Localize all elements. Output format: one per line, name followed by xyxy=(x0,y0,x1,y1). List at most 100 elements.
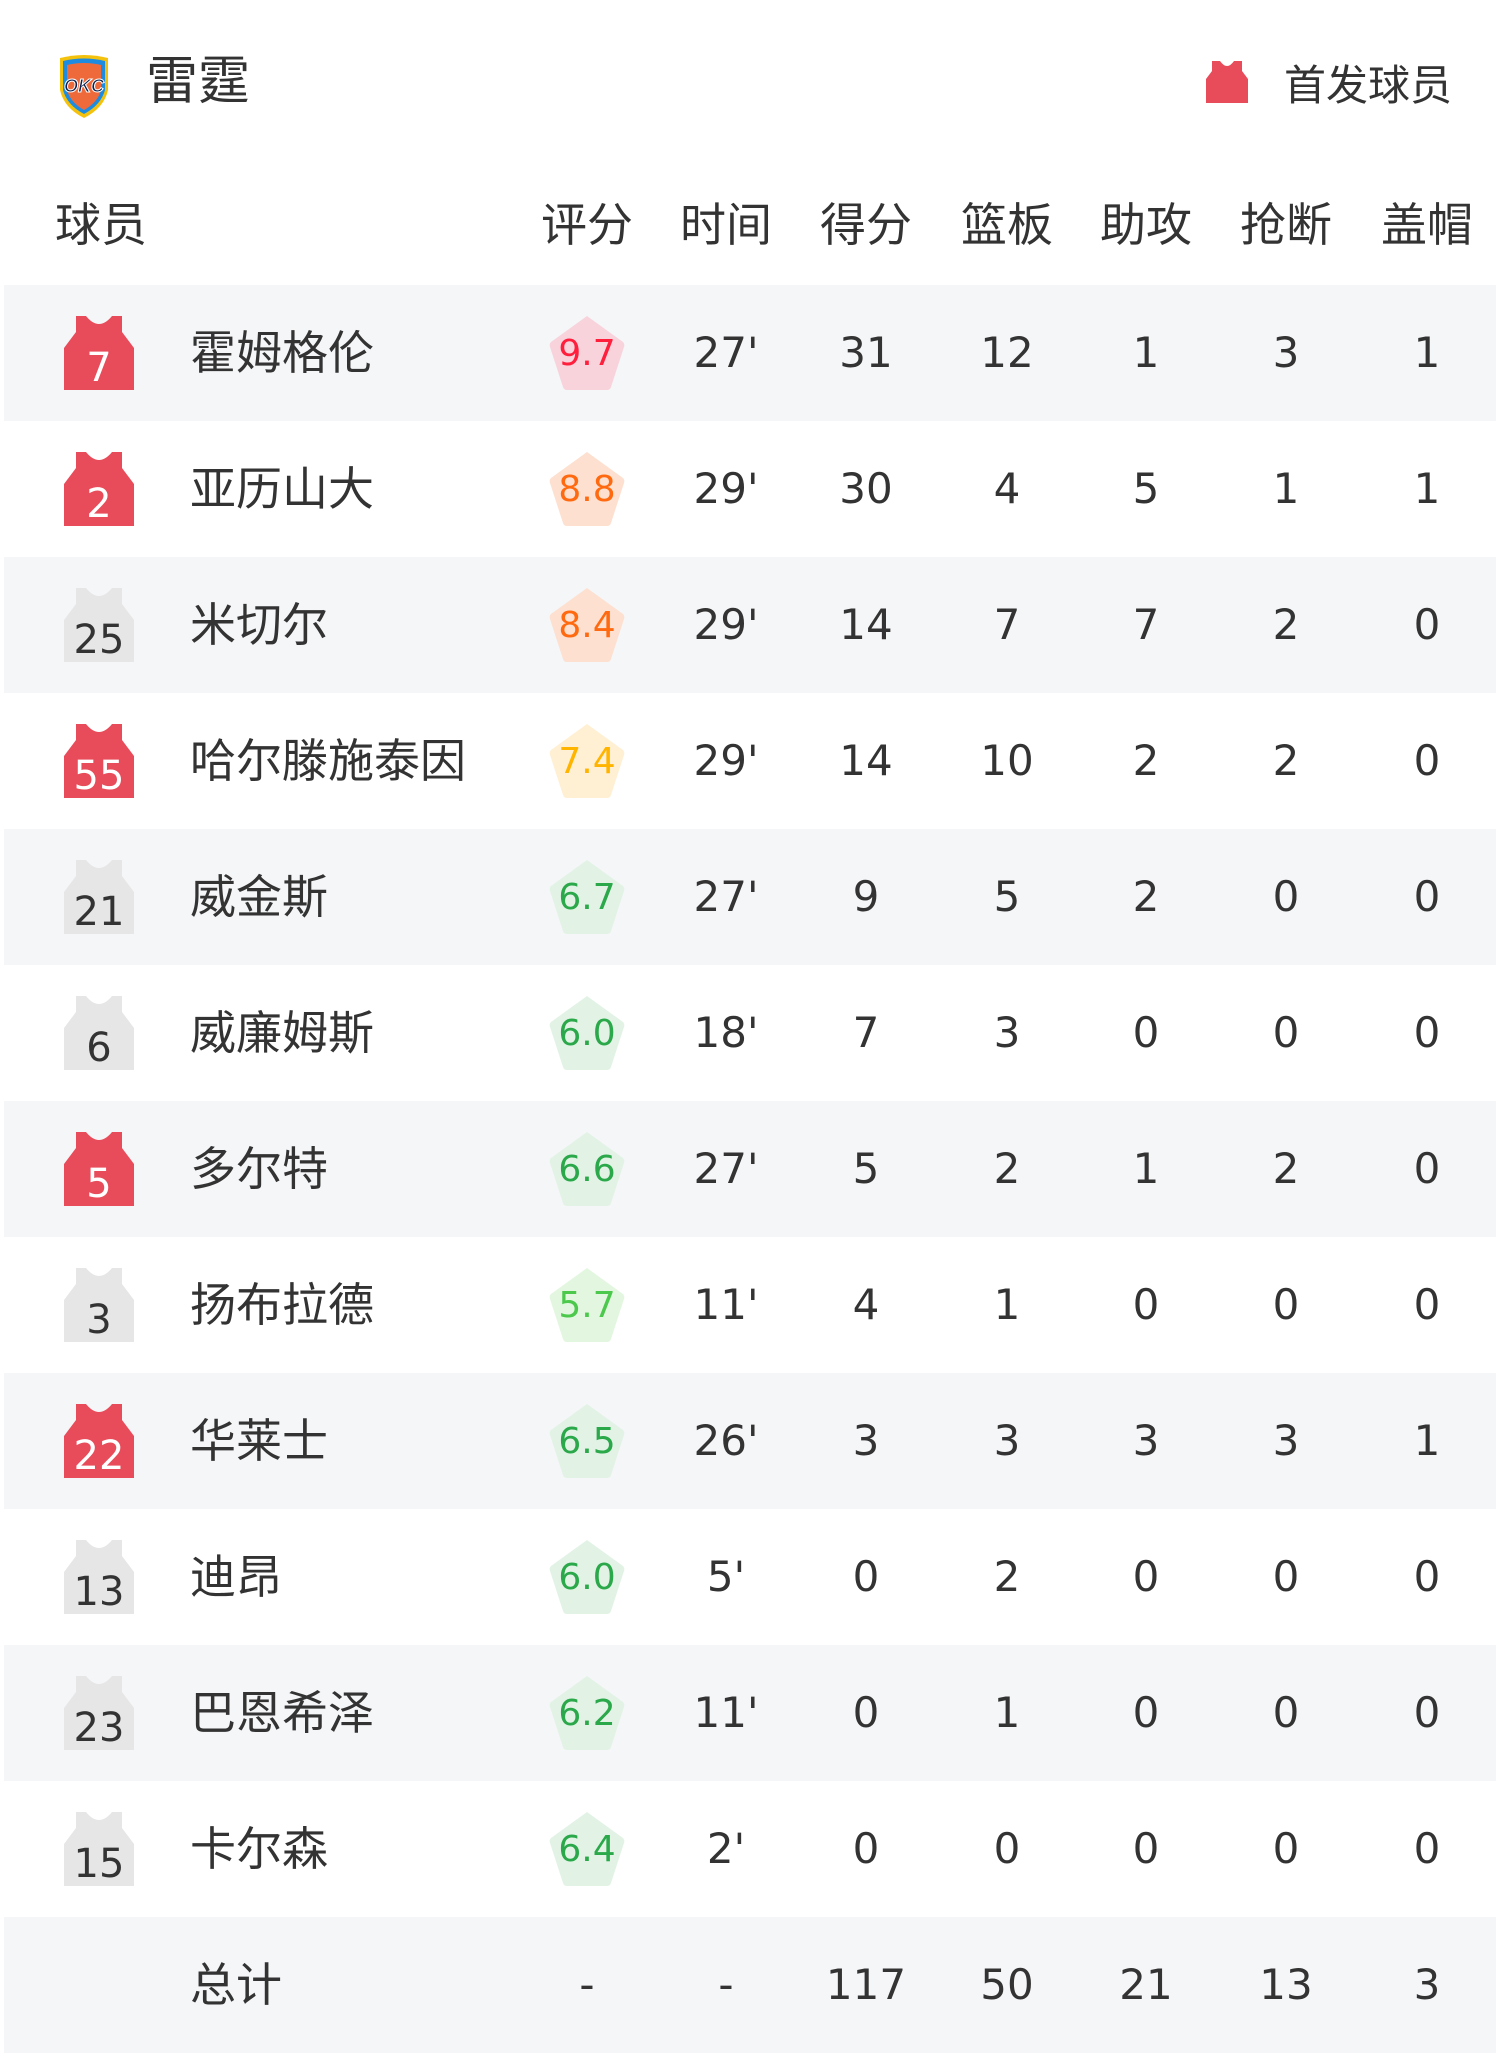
starter-jersey-icon: 22 xyxy=(62,1402,136,1480)
assists-value: 0 xyxy=(1132,1552,1160,1601)
totals-rebounds: 50 xyxy=(980,1960,1034,2009)
table-row[interactable]: 6 威廉姆斯 6.0 18' 7 3 0 0 0 xyxy=(4,965,1496,1101)
table-row[interactable]: 25 米切尔 8.4 29' 14 7 7 2 0 xyxy=(4,557,1496,693)
bench-jersey-icon: 3 xyxy=(62,1266,136,1344)
player-name[interactable]: 巴恩希泽 xyxy=(190,1686,374,1740)
player-name[interactable]: 扬布拉德 xyxy=(190,1278,374,1332)
table-row[interactable]: 2 亚历山大 8.8 29' 30 4 5 1 1 xyxy=(4,421,1496,557)
points-value: 0 xyxy=(852,1688,880,1737)
rebounds-value: 3 xyxy=(993,1416,1021,1465)
blocks-value: 0 xyxy=(1413,1552,1441,1601)
rating-badge: 6.5 xyxy=(547,1401,627,1481)
rating-badge: 7.4 xyxy=(547,721,627,801)
player-name[interactable]: 迪昂 xyxy=(190,1550,282,1604)
table-row[interactable]: 55 哈尔滕施泰因 7.4 29' 14 10 2 2 0 xyxy=(4,693,1496,829)
player-name[interactable]: 威廉姆斯 xyxy=(190,1006,374,1060)
rebounds-value: 7 xyxy=(993,600,1021,649)
rebounds-value: 1 xyxy=(993,1688,1021,1737)
player-name[interactable]: 亚历山大 xyxy=(190,462,374,516)
player-name[interactable]: 华莱士 xyxy=(190,1414,328,1468)
player-name[interactable]: 卡尔森 xyxy=(190,1822,328,1876)
rebounds-value: 5 xyxy=(993,872,1021,921)
blocks-value: 0 xyxy=(1413,1824,1441,1873)
player-name[interactable]: 哈尔滕施泰因 xyxy=(190,734,466,788)
rebounds-value: 3 xyxy=(993,1008,1021,1057)
table-row[interactable]: 13 迪昂 6.0 5' 0 2 0 0 0 xyxy=(4,1509,1496,1645)
column-header-assists[interactable]: 助攻 xyxy=(1100,198,1192,252)
blocks-value: 1 xyxy=(1413,328,1441,377)
bench-jersey-icon: 21 xyxy=(62,858,136,936)
steals-value: 0 xyxy=(1272,1552,1300,1601)
jersey-number: 2 xyxy=(86,481,112,527)
steals-value: 3 xyxy=(1272,1416,1300,1465)
player-name[interactable]: 霍姆格伦 xyxy=(190,326,374,380)
blocks-value: 0 xyxy=(1413,600,1441,649)
assists-value: 3 xyxy=(1132,1416,1160,1465)
steals-value: 0 xyxy=(1272,1280,1300,1329)
steals-value: 2 xyxy=(1272,600,1300,649)
blocks-value: 0 xyxy=(1413,1008,1441,1057)
table-row[interactable]: 15 卡尔森 6.4 2' 0 0 0 0 0 xyxy=(4,1781,1496,1917)
blocks-value: 1 xyxy=(1413,1416,1441,1465)
column-header-points[interactable]: 得分 xyxy=(820,198,912,252)
rebounds-value: 0 xyxy=(993,1824,1021,1873)
rating-badge: 6.0 xyxy=(547,993,627,1073)
blocks-value: 0 xyxy=(1413,872,1441,921)
time-value: 29' xyxy=(693,736,759,785)
jersey-number: 22 xyxy=(73,1433,125,1479)
player-name[interactable]: 多尔特 xyxy=(190,1142,328,1196)
player-name[interactable]: 米切尔 xyxy=(190,598,328,652)
totals-steals: 13 xyxy=(1259,1960,1313,2009)
starter-jersey-icon: 55 xyxy=(62,722,136,800)
blocks-value: 0 xyxy=(1413,736,1441,785)
time-value: 27' xyxy=(693,1144,759,1193)
player-name[interactable]: 威金斯 xyxy=(190,870,328,924)
table-row[interactable]: 3 扬布拉德 5.7 11' 4 1 0 0 0 xyxy=(4,1237,1496,1373)
table-row[interactable]: 22 华莱士 6.5 26' 3 3 3 3 1 xyxy=(4,1373,1496,1509)
time-value: 11' xyxy=(693,1688,759,1737)
time-value: 27' xyxy=(693,872,759,921)
rating-badge: 6.0 xyxy=(547,1537,627,1617)
starter-jersey-icon: 2 xyxy=(62,450,136,528)
svg-text:OKC: OKC xyxy=(64,76,105,96)
starter-legend: 首发球员 xyxy=(1204,52,1452,112)
column-header-steals[interactable]: 抢断 xyxy=(1240,198,1332,252)
table-row[interactable]: 21 威金斯 6.7 27' 9 5 2 0 0 xyxy=(4,829,1496,965)
points-value: 14 xyxy=(839,600,893,649)
bench-jersey-icon: 23 xyxy=(62,1674,136,1752)
column-header-rebounds[interactable]: 篮板 xyxy=(961,198,1053,252)
rating-value: 8.4 xyxy=(558,605,616,646)
okc-logo-icon: OKC xyxy=(60,55,108,118)
team-header: OKC 雷霆 首发球员 xyxy=(0,0,1500,160)
rebounds-value: 2 xyxy=(993,1144,1021,1193)
rating-value: 5.7 xyxy=(558,1285,616,1326)
steals-value: 2 xyxy=(1272,1144,1300,1193)
column-header-blocks[interactable]: 盖帽 xyxy=(1381,198,1473,252)
time-value: 29' xyxy=(693,464,759,513)
table-row[interactable]: 23 巴恩希泽 6.2 11' 0 1 0 0 0 xyxy=(4,1645,1496,1781)
rebounds-value: 4 xyxy=(993,464,1021,513)
steals-value: 0 xyxy=(1272,1824,1300,1873)
starter-jersey-icon: 5 xyxy=(62,1130,136,1208)
jersey-number: 13 xyxy=(73,1569,125,1615)
rating-value: 6.5 xyxy=(558,1421,616,1462)
column-header-rating[interactable]: 评分 xyxy=(541,198,633,252)
bench-jersey-icon: 15 xyxy=(62,1810,136,1888)
legend-label: 首发球员 xyxy=(1283,60,1452,110)
jersey-number: 15 xyxy=(73,1841,125,1887)
points-value: 31 xyxy=(839,328,893,377)
assists-value: 2 xyxy=(1132,736,1160,785)
points-value: 0 xyxy=(852,1824,880,1873)
assists-value: 7 xyxy=(1132,600,1160,649)
rating-badge: 6.4 xyxy=(547,1809,627,1889)
time-value: 2' xyxy=(706,1824,746,1873)
totals-blocks: 3 xyxy=(1413,1960,1441,2009)
time-value: 29' xyxy=(693,600,759,649)
rating-value: 8.8 xyxy=(558,469,616,510)
table-row[interactable]: 5 多尔特 6.6 27' 5 2 1 2 0 xyxy=(4,1101,1496,1237)
steals-value: 0 xyxy=(1272,872,1300,921)
column-header-player: 球员 xyxy=(55,198,147,252)
table-row[interactable]: 7 霍姆格伦 9.7 27' 31 12 1 3 1 xyxy=(4,285,1496,421)
column-header-time[interactable]: 时间 xyxy=(680,198,772,252)
totals-label: 总计 xyxy=(190,1958,282,2012)
